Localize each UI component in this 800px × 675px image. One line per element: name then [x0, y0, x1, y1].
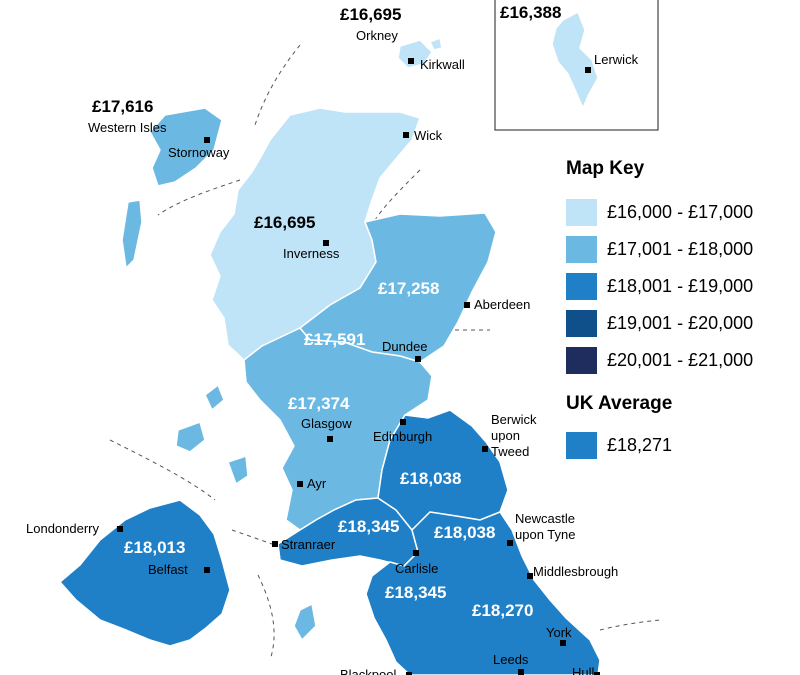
legend-label-1: £16,000 - £17,000 — [607, 202, 754, 222]
glasgow-label: Glasgow — [301, 416, 352, 431]
stranraer-marker — [272, 541, 278, 547]
leeds-label: Leeds — [493, 652, 529, 667]
carlisle-label: Carlisle — [395, 561, 438, 576]
newcastle-marker — [507, 540, 513, 546]
berwick-label-3: Tweed — [491, 444, 529, 459]
edinburgh-label: Edinburgh — [373, 429, 432, 444]
legend-swatch-1 — [566, 199, 597, 226]
glasgow-marker — [327, 436, 333, 442]
legend-label-4: £19,001 - £20,000 — [607, 313, 754, 333]
northern-england-shape — [365, 511, 601, 675]
central-scotland-value: £17,374 — [288, 394, 350, 413]
londonderry-marker — [117, 526, 123, 532]
berwick-marker — [482, 446, 488, 452]
tyne-value: £18,038 — [434, 523, 495, 542]
north-east-value: £17,258 — [378, 279, 439, 298]
belfast-marker — [204, 567, 210, 573]
dundee-label: Dundee — [382, 339, 428, 354]
uk-average-item: £18,271 — [566, 427, 796, 464]
blackpool-label: Blackpool — [340, 667, 396, 675]
orkney-name: Orkney — [356, 28, 398, 43]
legend-swatch-2 — [566, 236, 597, 263]
orkney-value: £16,695 — [340, 5, 401, 24]
cumbria-value: £18,345 — [385, 583, 446, 602]
uk-average-value: £18,271 — [607, 435, 673, 455]
dundee-marker — [415, 356, 421, 362]
northern-ireland-shape — [58, 499, 231, 647]
northern-ireland-value: £18,013 — [124, 538, 185, 557]
edinburgh-marker — [400, 419, 406, 425]
newcastle-label-2: upon Tyne — [515, 527, 575, 542]
legend-item: £17,001 - £18,000 — [566, 231, 796, 268]
yorkshire-value: £18,270 — [472, 601, 533, 620]
legend-swatch-3 — [566, 273, 597, 300]
hull-marker — [594, 672, 600, 675]
londonderry-label: Londonderry — [26, 521, 99, 536]
ayr-label: Ayr — [307, 476, 327, 491]
legend-label-5: £20,001 - £21,000 — [607, 350, 754, 370]
newcastle-label-1: Newcastle — [515, 511, 575, 526]
wick-marker — [403, 132, 409, 138]
legend-label-2: £17,001 - £18,000 — [607, 239, 754, 259]
aberdeen-label: Aberdeen — [474, 297, 530, 312]
middlesbrough-label: Middlesbrough — [533, 564, 618, 579]
kirkwall-label: Kirkwall — [420, 57, 465, 72]
legend-swatch-5 — [566, 347, 597, 374]
uk-average-swatch — [566, 432, 597, 459]
legend-item: £20,001 - £21,000 — [566, 342, 796, 379]
uk-average-title: UK Average — [566, 393, 673, 414]
shetland-inset-box — [494, 0, 659, 131]
place-markers — [117, 58, 600, 675]
western-isles-name: Western Isles — [88, 120, 167, 135]
legend-title: Map Key — [566, 158, 645, 179]
legend-swatch-4 — [566, 310, 597, 337]
stornoway-label: Stornoway — [168, 145, 230, 160]
tayside-value: £17,591 — [304, 330, 365, 349]
leeds-marker — [518, 669, 524, 675]
legend-item: £19,001 - £20,000 — [566, 305, 796, 342]
map-legend: Map Key £16,000 - £17,000 £17,001 - £18,… — [566, 158, 796, 464]
carlisle-marker — [413, 550, 419, 556]
blackpool-marker — [406, 672, 412, 675]
ayr-marker — [297, 481, 303, 487]
york-marker — [560, 640, 566, 646]
stranraer-label: Stranraer — [281, 537, 336, 552]
shetland-value: £16,388 — [500, 3, 561, 22]
berwick-label-1: Berwick — [491, 412, 537, 427]
hull-label: Hull — [572, 665, 595, 675]
legend-item: £16,000 - £17,000 — [566, 194, 796, 231]
dumfries-value: £18,345 — [338, 517, 399, 536]
york-label: York — [546, 625, 572, 640]
middlesbrough-marker — [527, 573, 533, 579]
berwick-label-2: upon — [491, 428, 520, 443]
northumberland-value: £18,038 — [400, 469, 461, 488]
western-isles-value: £17,616 — [92, 97, 153, 116]
inverness-label: Inverness — [283, 246, 340, 261]
aberdeen-marker — [464, 302, 470, 308]
stornoway-marker — [204, 137, 210, 143]
lerwick-label: Lerwick — [594, 52, 639, 67]
highlands-value: £16,695 — [254, 213, 315, 232]
lerwick-marker — [585, 67, 591, 73]
shetland-shape — [551, 10, 599, 110]
western-isles-shape — [121, 107, 223, 270]
legend-label-3: £18,001 - £19,000 — [607, 276, 754, 296]
kirkwall-marker — [408, 58, 414, 64]
wick-label: Wick — [414, 128, 443, 143]
inverness-marker — [323, 240, 329, 246]
legend-item: £18,001 - £19,000 — [566, 268, 796, 305]
belfast-label: Belfast — [148, 562, 188, 577]
inner-isles-shape — [175, 383, 317, 642]
